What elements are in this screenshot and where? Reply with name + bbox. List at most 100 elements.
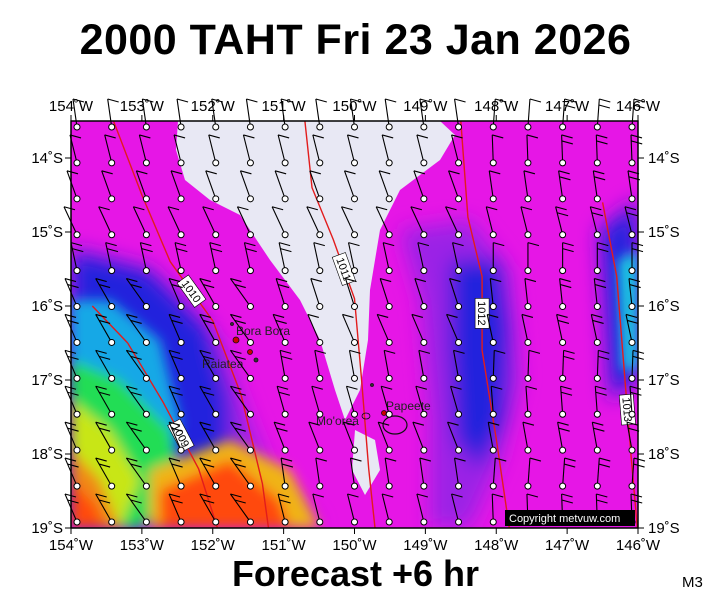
lon-tick-label-top: 151˚W <box>262 98 307 115</box>
wind-barb <box>279 349 293 382</box>
wind-barb <box>628 134 643 167</box>
wind-barb <box>487 421 500 454</box>
isobar-1011 <box>304 121 376 528</box>
wind-barb <box>274 170 289 203</box>
island-moorea <box>361 412 371 420</box>
wind-barb <box>488 170 501 203</box>
wind-barb <box>315 457 327 490</box>
wind-barb <box>445 206 463 239</box>
wind-barb <box>229 278 254 311</box>
wind-barb <box>418 349 431 382</box>
wind-barb <box>72 98 85 131</box>
wind-barb <box>410 206 428 239</box>
wind-barb <box>314 349 326 382</box>
wind-barb <box>229 421 254 454</box>
wind-barb <box>559 457 576 490</box>
island-tahaa <box>230 322 234 326</box>
wind-barb <box>168 278 185 311</box>
lat-tick-label-left: 15˚S <box>31 224 63 241</box>
wind-barb <box>375 206 393 239</box>
wind-barb <box>411 313 428 346</box>
wind-barb <box>349 98 362 131</box>
wind-barb <box>312 493 324 526</box>
lon-tick-label-top: 148˚W <box>474 98 519 115</box>
lon-tick-label-top: 146˚W <box>616 98 661 115</box>
lon-tick-label-bottom: 147˚W <box>545 537 590 554</box>
wind-barb <box>125 385 150 418</box>
wind-barb <box>95 385 116 418</box>
wind-barb <box>125 313 150 346</box>
wind-barb <box>628 457 646 490</box>
wind-barb <box>524 457 542 490</box>
isobar-1010 <box>112 121 270 528</box>
wind-barb <box>205 170 220 203</box>
wind-barb <box>173 134 186 167</box>
wind-barb <box>229 493 254 526</box>
wind-barb <box>135 170 150 203</box>
wind-barb <box>558 170 571 203</box>
wind-barb <box>591 421 605 454</box>
lon-tick-label-bottom: 146˚W <box>616 537 661 554</box>
wind-barb <box>377 421 393 454</box>
wind-barb <box>199 313 220 346</box>
wind-barb <box>521 313 534 346</box>
lat-tick-label-right: 18˚S <box>648 446 680 463</box>
wind-barb <box>342 421 358 454</box>
island-raiatea <box>247 349 253 355</box>
wind-barb <box>384 98 397 131</box>
wind-barb <box>589 206 603 239</box>
wind-barb <box>592 170 606 203</box>
wind-barb <box>211 98 223 131</box>
wind-barb <box>141 98 154 131</box>
wind-barb <box>125 493 150 526</box>
lat-tick-label-left: 14˚S <box>31 150 63 167</box>
wind-barb <box>239 170 254 203</box>
wind-barb <box>343 170 358 203</box>
wind-barb <box>378 170 393 203</box>
wind-barb <box>593 278 607 311</box>
wind-barb <box>199 457 220 490</box>
lon-tick-label-bottom: 154˚W <box>49 537 94 554</box>
wind-barb <box>313 242 325 275</box>
place-label-papeete: Papeete <box>386 399 431 413</box>
calm-area-south <box>352 430 380 495</box>
wind-barb <box>168 421 185 454</box>
wind-barb <box>306 206 324 239</box>
lon-tick-label-top: 149˚W <box>403 98 448 115</box>
place-label-raiatea: Raiatea <box>202 357 244 371</box>
wind-barb <box>523 170 536 203</box>
place-label-bora-bora: Bora Bora <box>236 324 290 338</box>
wind-barb <box>489 98 507 131</box>
wind-barb <box>381 134 394 167</box>
lon-tick-label-top: 147˚W <box>545 98 590 115</box>
lat-tick-label-right: 17˚S <box>648 372 680 389</box>
wind-barb <box>208 134 220 167</box>
wind-barb <box>280 457 294 490</box>
wind-barb <box>486 313 499 346</box>
wind-barb <box>348 349 361 382</box>
wind-barb <box>524 242 540 275</box>
wind-barb <box>349 457 362 490</box>
wind-barb <box>202 206 220 239</box>
isobar-label-1012: 1012 <box>474 298 490 329</box>
wind-barb <box>559 278 572 311</box>
wind-barb <box>524 385 538 418</box>
wind-barb <box>315 98 327 131</box>
lon-tick-label-bottom: 150˚W <box>332 537 377 554</box>
axis-ticks <box>65 115 644 534</box>
wind-barb <box>104 134 116 167</box>
wind-barb <box>451 134 463 167</box>
wind-barb <box>105 242 119 275</box>
wind-barb <box>229 385 254 418</box>
wind-barb <box>275 278 290 311</box>
wind-barb <box>125 421 150 454</box>
isobar-1013 <box>601 202 638 528</box>
lon-tick-label-bottom: 153˚W <box>120 537 165 554</box>
wind-barb <box>559 349 575 382</box>
wind-barb <box>95 493 116 526</box>
lon-tick-label-top: 154˚W <box>49 98 94 115</box>
copyright-box <box>505 510 635 526</box>
wind-barb <box>489 278 502 311</box>
wind-barb <box>132 206 150 239</box>
